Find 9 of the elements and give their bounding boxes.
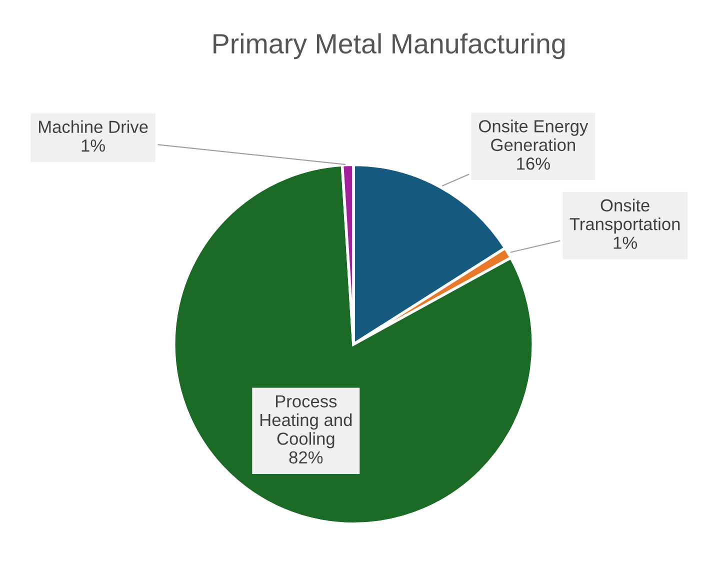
slice-label: Process Heating and Cooling <box>260 395 352 448</box>
data-label: 82% <box>289 451 323 464</box>
data-label: 16% <box>517 158 550 170</box>
chart-title: Primary Metal Manufacturing <box>214 33 565 60</box>
slice-label: Onsite Energy Generation <box>479 120 588 152</box>
data-label: 1% <box>614 236 638 249</box>
data-label: 1% <box>82 140 105 152</box>
slice-label: Onsite Transportation <box>570 198 680 234</box>
slice-label: Machine Drive <box>39 120 148 134</box>
